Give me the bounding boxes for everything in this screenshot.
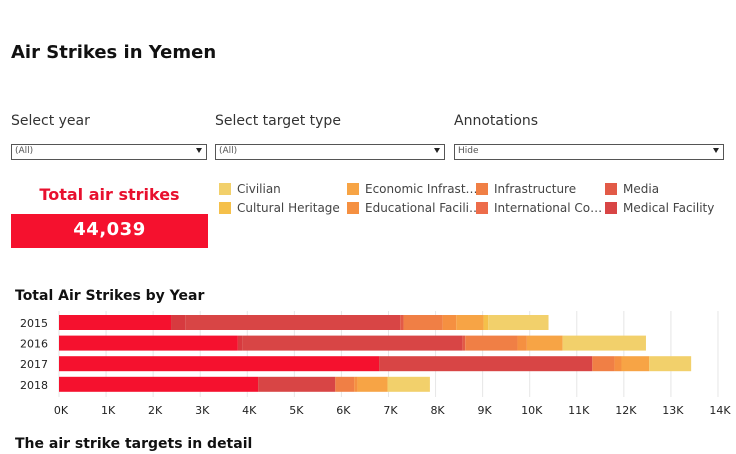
bar-segment[interactable] (59, 376, 259, 392)
bar-segment[interactable] (59, 335, 238, 351)
y-tick-label: 2016 (20, 338, 48, 351)
bar-segment[interactable] (488, 315, 549, 330)
bar-segment[interactable] (171, 315, 186, 330)
year-select[interactable]: (All) (11, 144, 207, 160)
y-tick-label: 2018 (20, 379, 48, 392)
x-tick-label: 8K (430, 404, 445, 417)
legend-label: Economic Infrast… (365, 182, 478, 196)
legend-swatch (605, 183, 617, 195)
bar-segment[interactable] (400, 315, 404, 330)
x-tick-label: 6K (336, 404, 351, 417)
bar-segment[interactable] (442, 315, 457, 330)
bar-segment[interactable] (562, 335, 646, 351)
legend-label: Civilian (237, 182, 281, 196)
x-tick-label: 14K (709, 404, 731, 417)
bar-segment[interactable] (357, 376, 388, 392)
x-tick-label: 2K (148, 404, 163, 417)
x-tick-label: 1K (101, 404, 116, 417)
bar-segment[interactable] (621, 356, 650, 372)
chevron-down-icon (434, 148, 440, 153)
x-tick-label: 4K (242, 404, 257, 417)
y-tick-label: 2017 (20, 358, 48, 371)
bar-segment[interactable] (258, 376, 336, 392)
bar-segment[interactable] (456, 315, 484, 330)
legend-item-economic-infrastructure[interactable]: Economic Infrast… (347, 182, 478, 196)
legend-item-civilian[interactable]: Civilian (219, 182, 281, 196)
legend-label: Medical Facility (623, 201, 715, 215)
bar-segment[interactable] (649, 356, 692, 372)
x-tick-label: 7K (383, 404, 398, 417)
x-tick-label: 11K (568, 404, 590, 417)
total-air-strikes-label: Total air strikes (39, 185, 180, 204)
bar-segment[interactable] (335, 376, 355, 392)
legend-swatch (476, 202, 488, 214)
legend-item-medical-facility[interactable]: Medical Facility (605, 201, 714, 215)
target-type-select-value: (All) (219, 146, 238, 156)
x-tick-label: 0K (54, 404, 69, 417)
bar-segment[interactable] (387, 376, 430, 392)
bar-segment[interactable] (59, 315, 172, 330)
bar-segment[interactable] (517, 335, 527, 351)
legend-swatch (347, 202, 359, 214)
target-type-filter-label: Select target type (215, 113, 341, 129)
year-filter-label: Select year (11, 113, 90, 129)
bar-segment[interactable] (465, 335, 518, 351)
year-select-value: (All) (15, 146, 34, 156)
legend-label: Educational Facili… (365, 201, 481, 215)
annotations-select-value: Hide (458, 146, 479, 156)
legend-swatch (219, 183, 231, 195)
bar-segment[interactable] (59, 356, 380, 372)
bar-segment[interactable] (483, 315, 489, 330)
chevron-down-icon (196, 148, 202, 153)
legend-item-educational-facility[interactable]: Educational Facili… (347, 201, 481, 215)
x-tick-label: 13K (662, 404, 684, 417)
page-title: Air Strikes in Yemen (11, 42, 217, 63)
legend-label: Cultural Heritage (237, 201, 340, 215)
x-tick-label: 9K (478, 404, 493, 417)
legend-swatch (476, 183, 488, 195)
bar-segment[interactable] (379, 356, 593, 372)
legend-item-international-co[interactable]: International Co… (476, 201, 602, 215)
legend-item-media[interactable]: Media (605, 182, 659, 196)
legend-label: International Co… (494, 201, 603, 215)
x-tick-label: 3K (195, 404, 210, 417)
x-tick-label: 12K (615, 404, 637, 417)
legend-item-cultural-heritage[interactable]: Cultural Heritage (219, 201, 340, 215)
bar-segment[interactable] (403, 315, 443, 330)
annotations-filter-label: Annotations (454, 113, 539, 129)
legend-swatch (605, 202, 617, 214)
stacked-bar-chart: 2015 2016 2017 2018 0K 1K 2K 3K 4K 5K 6K 7K 8K 9K 10K 1… (20, 311, 731, 417)
y-tick-label: 2015 (20, 317, 48, 330)
bar-segment[interactable] (526, 335, 563, 351)
bar-segment[interactable] (242, 335, 463, 351)
bar-segment[interactable] (237, 335, 243, 351)
bar-segment[interactable] (462, 335, 466, 351)
legend-label: Infrastructure (494, 182, 577, 196)
chart-title: Total Air Strikes by Year (15, 288, 205, 304)
x-tick-label: 10K (521, 404, 543, 417)
legend-swatch (219, 202, 231, 214)
legend-label: Media (623, 182, 660, 196)
annotations-select[interactable]: Hide (454, 144, 724, 160)
legend-swatch (347, 183, 359, 195)
target-type-select[interactable]: (All) (215, 144, 445, 160)
x-tick-label: 5K (289, 404, 304, 417)
total-air-strikes-box: 44,039 (11, 214, 208, 248)
bar-segment[interactable] (185, 315, 401, 330)
bar-segment[interactable] (614, 356, 622, 372)
chevron-down-icon (713, 148, 719, 153)
bar-segment[interactable] (592, 356, 615, 372)
bar-segment[interactable] (354, 376, 358, 392)
section-title-targets-detail: The air strike targets in detail (15, 436, 253, 452)
legend-item-infrastructure[interactable]: Infrastructure (476, 182, 576, 196)
total-air-strikes-value: 44,039 (73, 219, 146, 240)
